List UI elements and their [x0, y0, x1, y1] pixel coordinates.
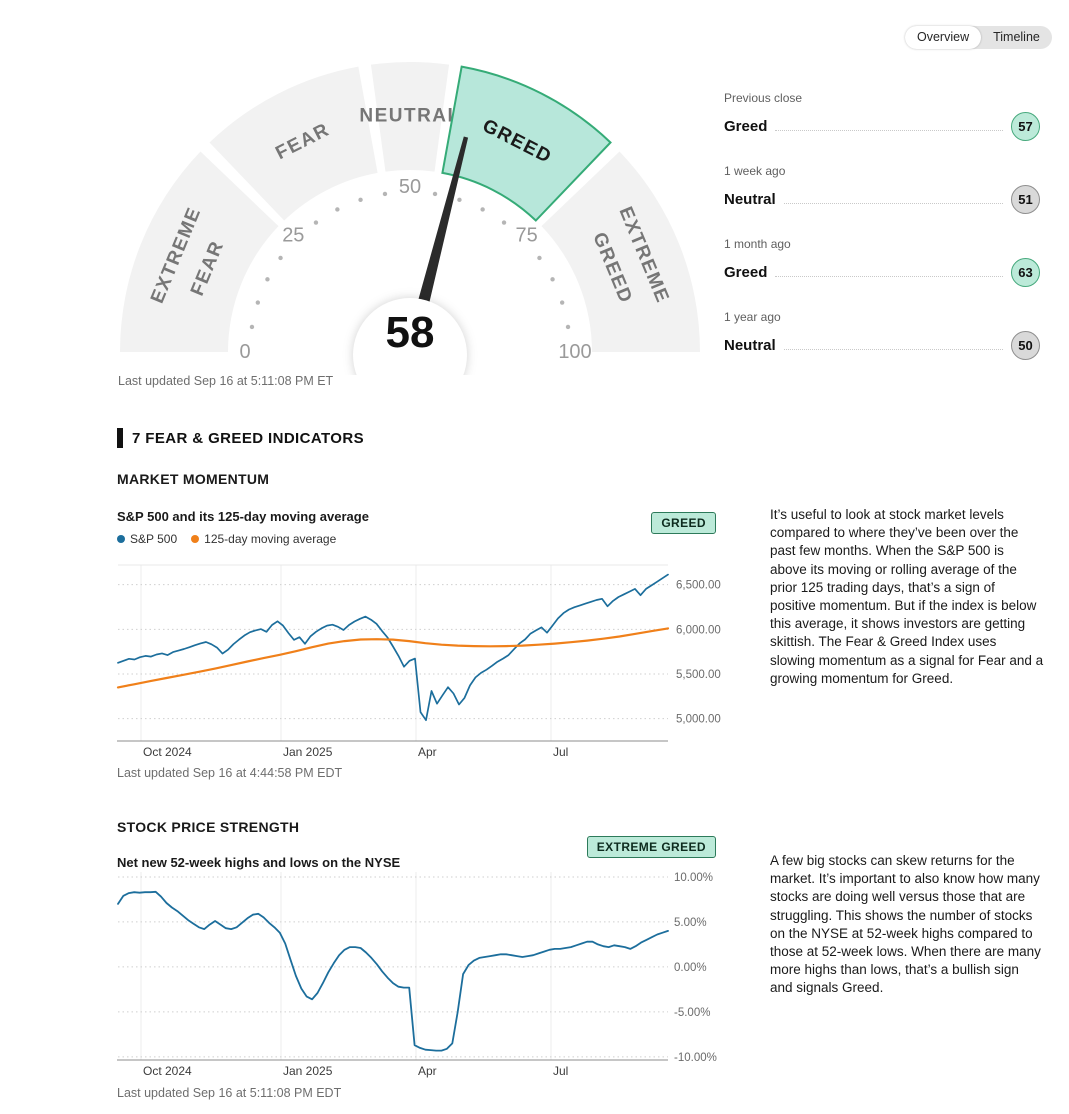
- gauge-tick-dot: [550, 277, 555, 282]
- gauge-segment-neutral: [370, 62, 450, 172]
- gauge-tick-label: 75: [516, 224, 538, 246]
- history-1-month: 1 month ago Greed 63: [724, 237, 1040, 287]
- series-s-p-500: [117, 573, 669, 722]
- gauge-tick-dot: [537, 255, 542, 261]
- x-axis-tick-label: Apr: [418, 1064, 437, 1078]
- section-header-bar: [117, 428, 123, 448]
- gauge-tick-dot: [432, 191, 438, 197]
- sp500-line-chart: 6,500.00 6,000.00 5,500.00 5,000.00 Oct 2024…: [116, 564, 721, 759]
- overview-tab[interactable]: Overview: [905, 26, 982, 49]
- gauge-segment-greed: [441, 65, 612, 222]
- stock-price-strength-description: A few big stocks can skew returns for th…: [770, 853, 1041, 996]
- legend-item-ma: 125-day moving average: [191, 532, 336, 546]
- gauge-tick-dot: [313, 220, 319, 225]
- history-period-label: Previous close: [724, 91, 803, 105]
- dotted-leader: [775, 129, 1003, 131]
- gauge-tick-label: 50: [399, 176, 421, 198]
- history-value-badge: 57: [1011, 112, 1040, 141]
- x-axis-tick-label: Apr: [418, 745, 437, 759]
- x-axis-tick-label: Jan 2025: [283, 745, 333, 759]
- x-axis-tick-label: Oct 2024: [143, 745, 192, 759]
- gauge-tick-dot: [457, 197, 462, 203]
- market-momentum-rating-badge: GREED: [651, 512, 716, 534]
- x-axis-tick-label: Jul: [553, 1064, 568, 1078]
- history-rating: Greed: [724, 264, 768, 281]
- gauge-tick-dot: [265, 277, 270, 282]
- gauge-segment-extreme-fear: [120, 151, 279, 352]
- nyse-last-updated: Last updated Sep 16 at 5:11:08 PM EDT: [117, 1086, 342, 1100]
- history-period-label: 1 month ago: [724, 237, 791, 251]
- x-axis-tick-label: Jul: [553, 745, 568, 759]
- gauge-tick-dot: [565, 324, 571, 330]
- y-axis-tick-label: 10.00%: [674, 872, 713, 884]
- gauge-center-knob: [353, 298, 467, 375]
- y-axis-tick-label: -10.00%: [674, 1052, 717, 1064]
- gauge-tick-dot: [255, 300, 261, 305]
- view-toggle: Overview Timeline: [905, 26, 1052, 49]
- history-rating: Neutral: [724, 191, 776, 208]
- gauge-segment-label: NEUTRAL: [359, 106, 460, 127]
- history-period-label: 1 year ago: [724, 310, 781, 324]
- x-axis-tick-label: Jan 2025: [283, 1064, 333, 1078]
- gauge-tick-dot: [335, 207, 340, 212]
- dotted-leader: [783, 202, 1003, 204]
- timeline-tab[interactable]: Timeline: [993, 30, 1040, 44]
- history-previous-close: Previous close Greed 57: [724, 91, 1040, 141]
- gauge-tick-dot: [559, 300, 565, 305]
- y-axis-tick-label: 5.00%: [674, 917, 707, 929]
- sp500-legend: S&P 500 125-day moving average: [117, 532, 350, 546]
- series-net-new-52-week-highs-and-lows: [117, 890, 669, 1052]
- gauge-tick-label: 0: [239, 341, 250, 363]
- gauge-tick-label: 100: [558, 341, 591, 363]
- x-axis-tick-label: Oct 2024: [143, 1064, 192, 1078]
- sp500-chart-title: S&P 500 and its 125-day moving average: [117, 509, 369, 524]
- history-1-year: 1 year ago Neutral 50: [724, 310, 1040, 360]
- section-header-title: 7 FEAR & GREED INDICATORS: [132, 429, 364, 447]
- nyse-line-chart: 10.00% 5.00% 0.00% -5.00% -10.00% Oct 2024 Jan…: [117, 872, 717, 1078]
- gauge-last-updated: Last updated Sep 16 at 5:11:08 PM ET: [118, 374, 334, 388]
- y-axis-tick-label: -5.00%: [674, 1007, 710, 1019]
- history-rating: Neutral: [724, 337, 776, 354]
- indicators-section-header: 7 FEAR & GREED INDICATORS: [117, 428, 364, 448]
- y-axis-tick-label: 5,500.00: [676, 669, 721, 681]
- sp500-last-updated: Last updated Sep 16 at 4:44:58 PM EDT: [117, 766, 343, 780]
- gauge-value: 58: [386, 308, 435, 357]
- nyse-chart-title: Net new 52-week highs and lows on the NY…: [117, 855, 401, 870]
- history-period-label: 1 week ago: [724, 164, 786, 178]
- ma-legend-label: 125-day moving average: [204, 532, 337, 546]
- history-value-badge: 51: [1011, 185, 1040, 214]
- ma-legend-dot: [191, 535, 200, 543]
- legend-item-sp500: S&P 500: [117, 532, 177, 546]
- sp500-legend-label: S&P 500: [130, 532, 178, 546]
- market-momentum-description: It’s useful to look at stock market leve…: [770, 507, 1044, 686]
- gauge-tick-dot: [249, 324, 255, 330]
- y-axis-tick-label: 0.00%: [674, 962, 707, 974]
- y-axis-tick-label: 5,000.00: [676, 714, 721, 726]
- dotted-leader: [775, 275, 1003, 277]
- series-125-day-moving-average: [116, 627, 670, 689]
- gauge-segment-fear: [209, 66, 378, 221]
- y-axis-tick-label: 6,000.00: [676, 624, 721, 636]
- history-value-badge: 50: [1011, 331, 1040, 360]
- gauge-tick-dot: [501, 220, 507, 225]
- sp500-legend-dot: [117, 535, 125, 543]
- gauge-tick-dot: [358, 197, 363, 203]
- gauge-segment-extreme-greed: [541, 151, 700, 352]
- history-value-badge: 63: [1011, 258, 1040, 287]
- gauge-tick-dot: [480, 207, 485, 212]
- gauge-tick-label: 25: [282, 224, 304, 246]
- gauge-tick-dot: [278, 255, 283, 261]
- dotted-leader: [783, 348, 1003, 350]
- stock-price-strength-rating-badge: EXTREME GREED: [586, 836, 716, 858]
- history-rating: Greed: [724, 118, 768, 135]
- stock-price-strength-heading: STOCK PRICE STRENGTH: [117, 819, 300, 835]
- y-axis-tick-label: 6,500.00: [676, 580, 721, 592]
- market-momentum-heading: MARKET MOMENTUM: [117, 471, 270, 487]
- history-1-week: 1 week ago Neutral 51: [724, 164, 1040, 214]
- gauge-tick-dot: [382, 191, 388, 197]
